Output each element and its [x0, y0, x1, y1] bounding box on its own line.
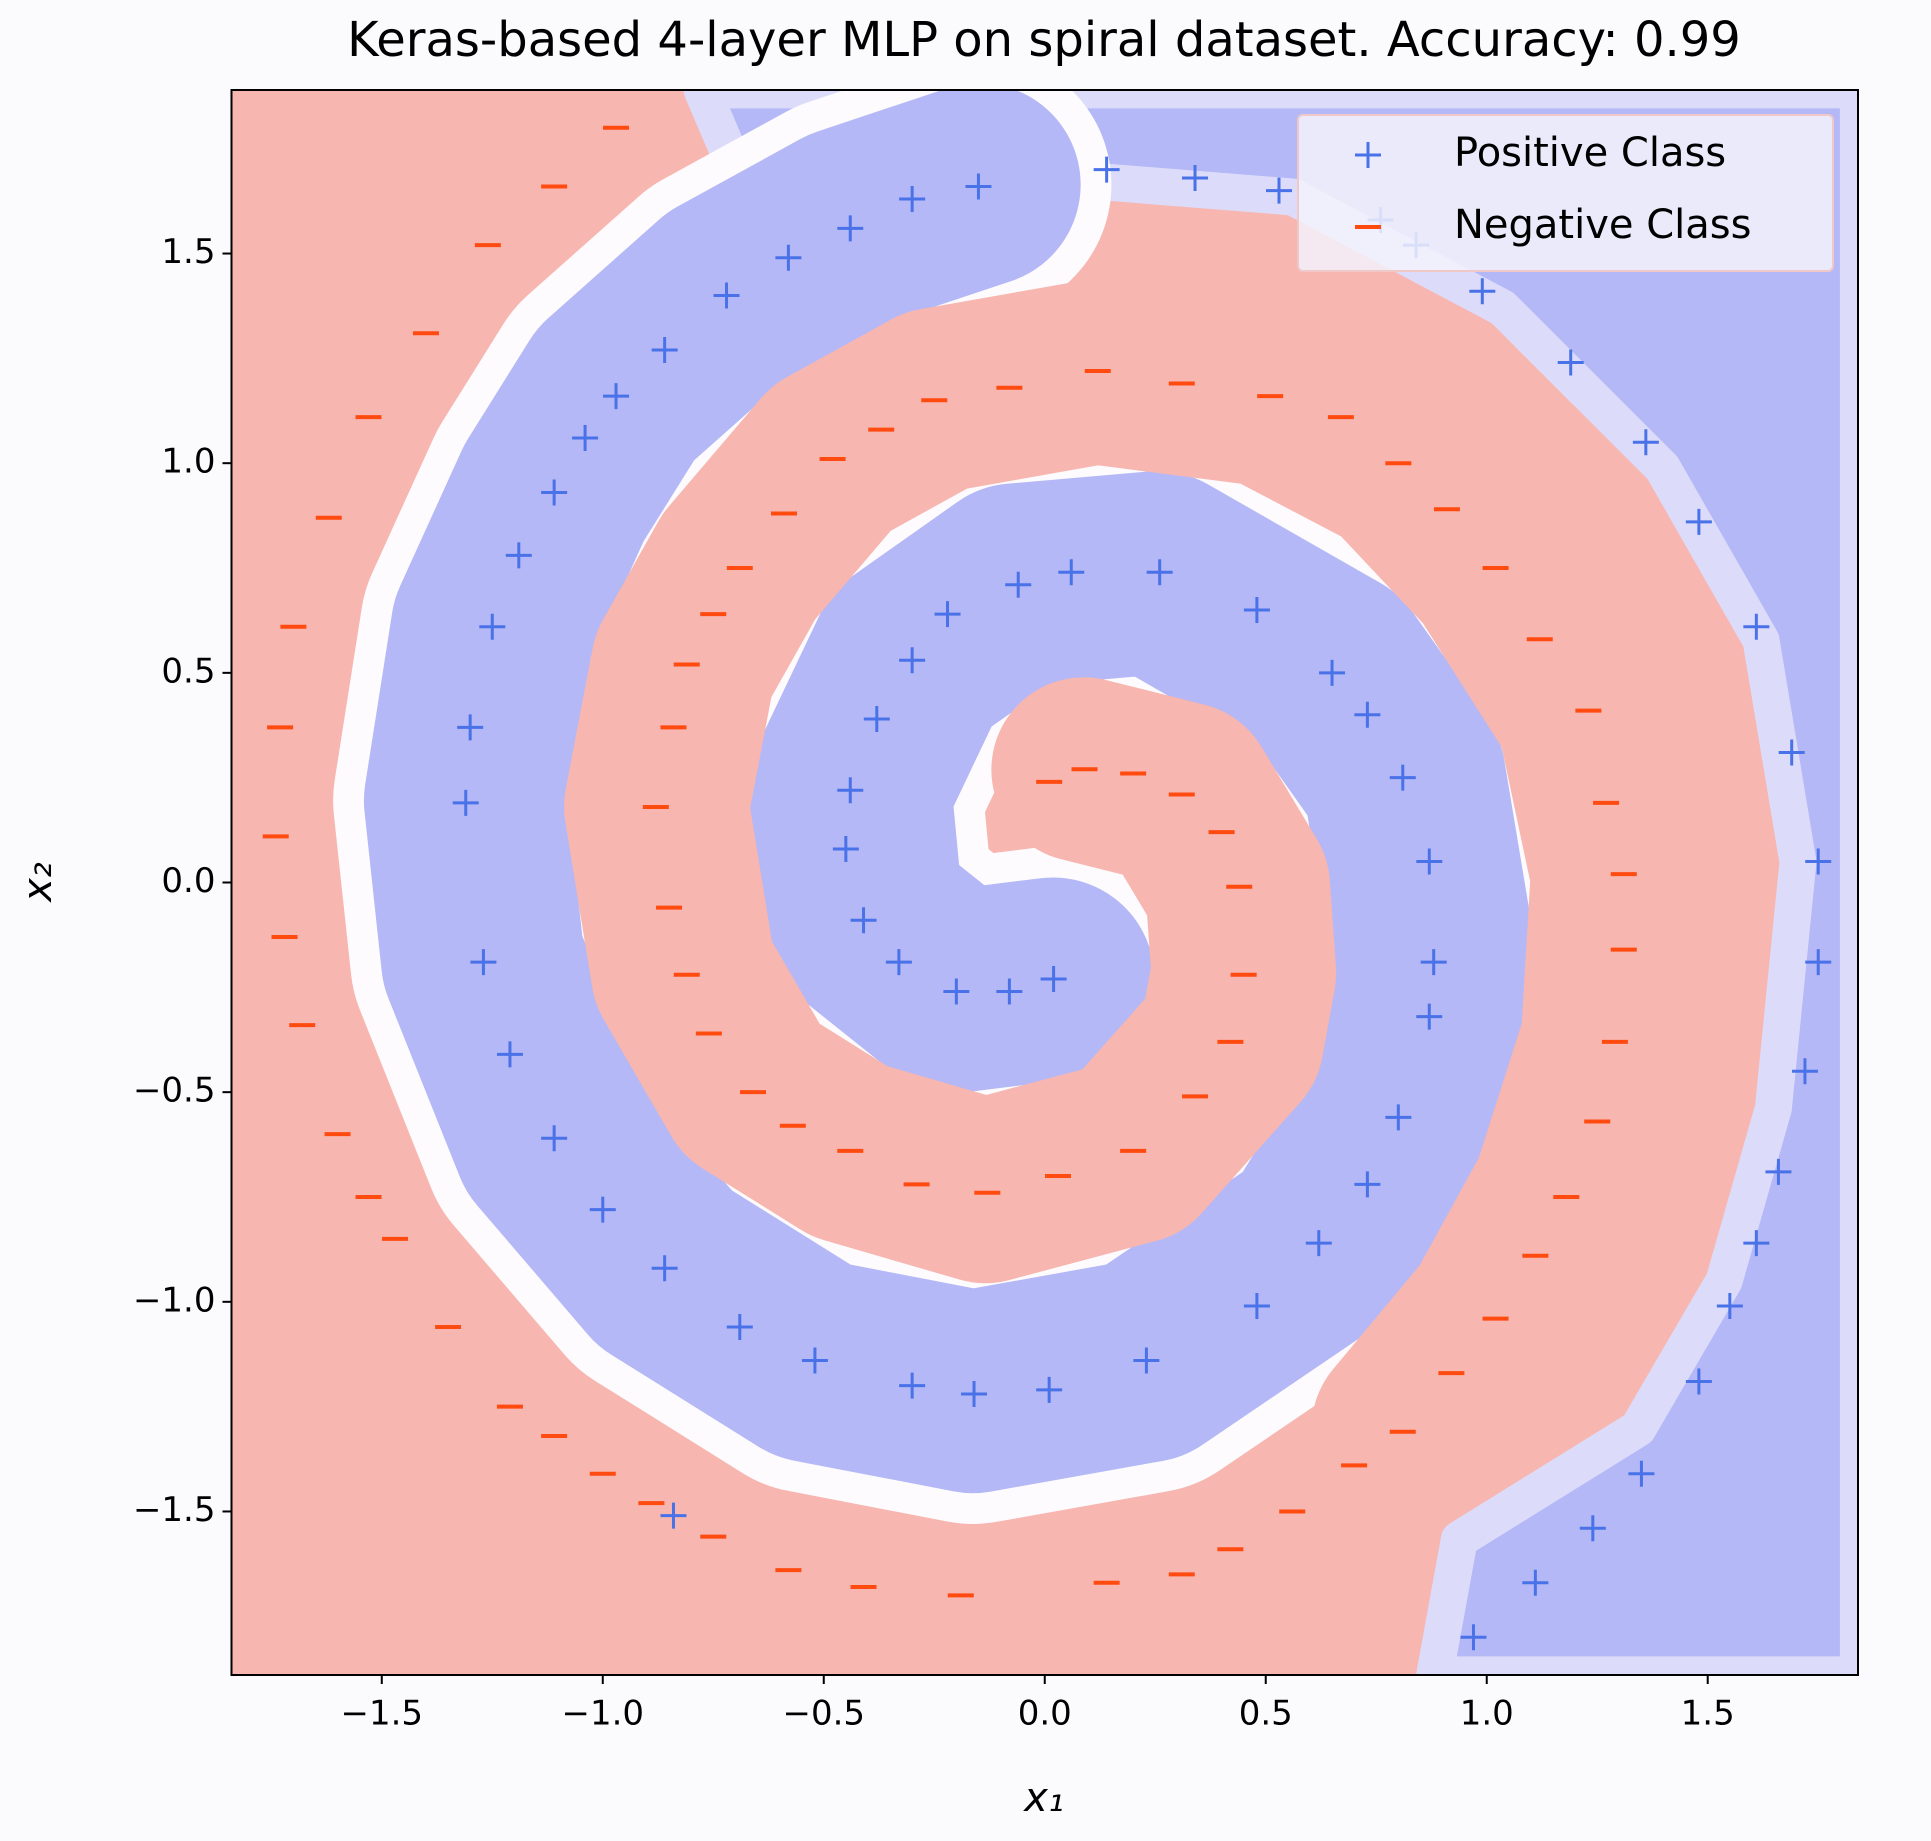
positive-point [1778, 739, 1805, 766]
positive-point [1036, 1376, 1063, 1403]
positive-point [1058, 559, 1085, 586]
positive-point [541, 479, 568, 506]
legend-box [1297, 114, 1834, 272]
legend-label: Negative Class [1454, 202, 1751, 248]
positive-point [1416, 1003, 1443, 1030]
positive-point [837, 215, 864, 242]
y-tick-label: 1.0 [161, 442, 215, 482]
positive-point [1460, 1624, 1487, 1651]
positive-point [1319, 659, 1346, 686]
positive-point [1389, 764, 1416, 791]
positive-point [1743, 613, 1770, 640]
positive-point [1791, 1058, 1818, 1085]
positive-point [943, 978, 970, 1005]
positive-point [505, 542, 532, 569]
y-tick-label: 0.5 [161, 651, 215, 691]
positive-point [1743, 1230, 1770, 1257]
positive-point [541, 1125, 568, 1152]
positive-point [832, 835, 859, 862]
positive-point [961, 1381, 988, 1408]
positive-point [1632, 429, 1659, 456]
positive-point [479, 613, 506, 640]
positive-point [603, 383, 630, 410]
positive-point [1354, 701, 1381, 728]
y-tick-label: 0.0 [161, 861, 215, 901]
x-tick-label: −0.5 [782, 1694, 865, 1734]
legend-label: Positive Class [1454, 130, 1726, 176]
positive-point [1305, 1230, 1332, 1257]
x-tick-label: 0.0 [1018, 1694, 1072, 1734]
legend-marker [1355, 142, 1381, 168]
positive-point [1243, 596, 1270, 623]
positive-point [1093, 156, 1120, 183]
positive-point [850, 907, 877, 934]
positive-point [1133, 1347, 1160, 1374]
positive-point [1005, 571, 1032, 598]
positive-point [452, 789, 479, 816]
positive-point [1266, 177, 1292, 204]
y-tick-label: 1.5 [161, 232, 215, 272]
positive-point [801, 1347, 828, 1374]
positive-point [1469, 278, 1496, 305]
positive-point [726, 1313, 753, 1340]
positive-point [965, 173, 992, 200]
positive-point [1805, 949, 1832, 976]
y-tick-label: −1.5 [133, 1490, 216, 1530]
x-tick-label: −1.5 [340, 1694, 423, 1734]
positive-point [572, 425, 599, 452]
y-tick-label: −0.5 [133, 1071, 216, 1111]
positive-point [863, 705, 890, 732]
positive-point [996, 978, 1023, 1005]
positive-point [1243, 1293, 1270, 1320]
positive-point [457, 714, 484, 741]
chart-title: Keras-based 4-layer MLP on spiral datase… [347, 12, 1741, 68]
positive-point [885, 949, 912, 976]
positive-point [651, 336, 678, 363]
positive-point [1557, 349, 1584, 376]
positive-point [470, 949, 497, 976]
y-tick-label: −1.0 [133, 1280, 216, 1320]
positive-point [713, 282, 740, 309]
positive-point [1685, 1368, 1712, 1395]
x-tick-label: −1.0 [561, 1694, 644, 1734]
positive-point [1416, 848, 1443, 875]
positive-point [496, 1041, 523, 1068]
x-tick-label: 1.0 [1460, 1694, 1514, 1734]
positive-point [660, 1502, 687, 1529]
positive-point [775, 244, 802, 271]
positive-point [1182, 165, 1209, 192]
positive-point [899, 647, 926, 674]
positive-point [1522, 1569, 1549, 1596]
positive-point [1579, 1515, 1606, 1542]
positive-point [837, 777, 864, 804]
positive-point [1716, 1293, 1743, 1320]
positive-point [899, 186, 926, 213]
positive-point [1385, 1104, 1412, 1131]
positive-point [1420, 949, 1447, 976]
positive-point [1628, 1460, 1655, 1487]
positive-point [1685, 508, 1712, 535]
positive-point [1354, 1171, 1381, 1198]
y-axis-label: x₂ [15, 862, 61, 904]
x-tick-label: 0.5 [1239, 1694, 1293, 1734]
positive-point [899, 1372, 926, 1399]
positive-point [1765, 1158, 1792, 1185]
positive-point [934, 601, 961, 628]
decision-regions [231, 89, 1859, 1675]
positive-point [1146, 559, 1173, 586]
x-axis-label: x₁ [1022, 1775, 1064, 1821]
positive-point [589, 1196, 616, 1223]
x-tick-label: 1.5 [1681, 1694, 1735, 1734]
positive-point [1040, 965, 1067, 992]
positive-point [1805, 848, 1832, 875]
positive-point [651, 1255, 678, 1282]
